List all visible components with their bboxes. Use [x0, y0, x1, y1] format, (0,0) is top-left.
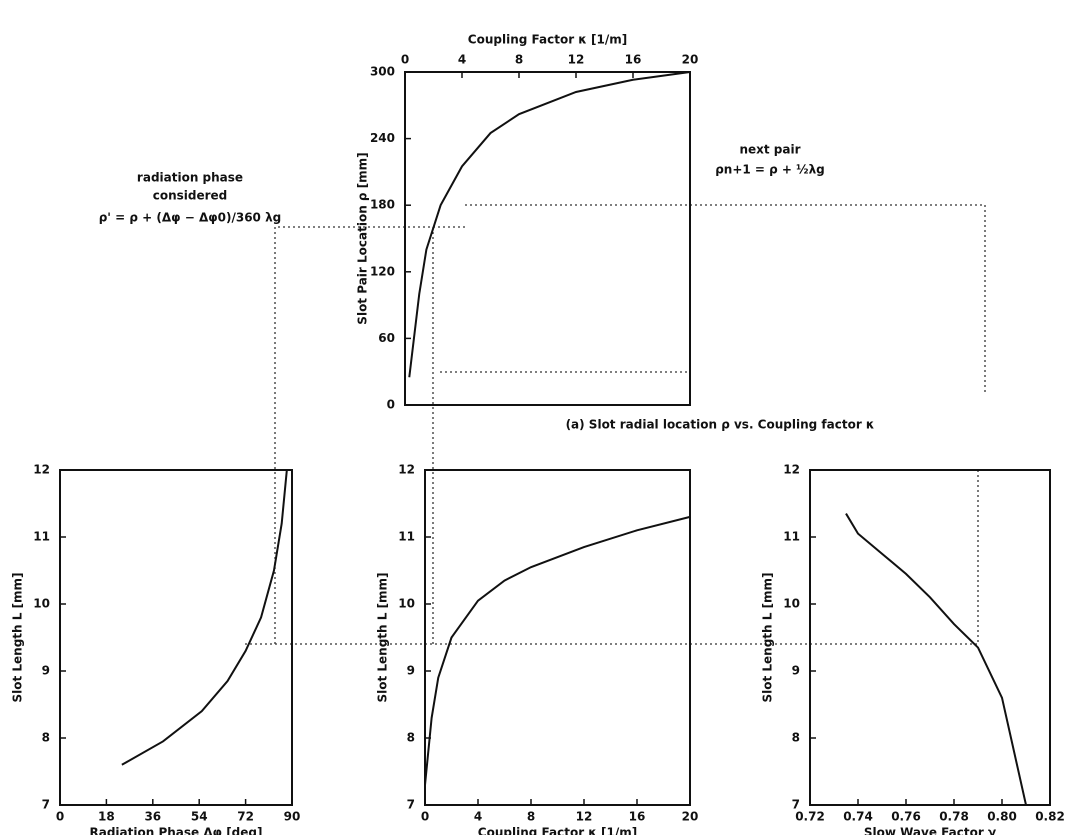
y-axis-label: Slot Length L [mm]: [376, 572, 390, 702]
plot-frame: [405, 72, 690, 405]
y-tick-label: 9: [42, 664, 50, 678]
y-axis-label: Slot Length L [mm]: [11, 572, 25, 702]
x-tick-label: 72: [237, 810, 254, 824]
x-tick-label: 8: [515, 53, 523, 67]
y-tick-label: 12: [398, 463, 415, 477]
y-tick-label: 9: [792, 664, 800, 678]
x-tick-label: 0: [401, 53, 409, 67]
annotation: ρn+1 = ρ + ½λg: [715, 163, 825, 177]
x-tick-label: 0.78: [939, 810, 969, 824]
x-tick-label: 16: [629, 810, 646, 824]
y-tick-label: 11: [398, 530, 415, 544]
annotation: next pair: [739, 143, 800, 157]
y-tick-label: 8: [407, 731, 415, 745]
x-axis-label: Coupling Factor κ [1/m]: [478, 826, 637, 835]
y-tick-label: 12: [33, 463, 50, 477]
x-tick-label: 4: [458, 53, 466, 67]
y-axis-label: Slot Pair Location ρ [mm]: [356, 152, 370, 324]
x-axis-label: Coupling Factor κ [1/m]: [468, 33, 627, 47]
x-tick-label: 0: [56, 810, 64, 824]
y-tick-label: 8: [792, 731, 800, 745]
plot-frame: [425, 470, 690, 805]
y-tick-label: 10: [33, 597, 50, 611]
y-tick-label: 11: [783, 530, 800, 544]
y-tick-label: 10: [398, 597, 415, 611]
x-tick-label: 0.74: [843, 810, 873, 824]
x-axis-label: Slow Wave Factor γ: [864, 826, 996, 835]
x-tick-label: 90: [284, 810, 301, 824]
y-tick-label: 240: [370, 131, 395, 145]
y-tick-label: 11: [33, 530, 50, 544]
y-tick-label: 9: [407, 664, 415, 678]
x-tick-label: 12: [576, 810, 593, 824]
y-tick-label: 300: [370, 65, 395, 79]
x-axis-label: Radiation Phase Δφ [deg]: [90, 826, 263, 835]
y-tick-label: 7: [42, 798, 50, 812]
annotation: ρ' = ρ + (Δφ − Δφ0)/360 λg: [99, 211, 282, 225]
y-tick-label: 8: [42, 731, 50, 745]
x-tick-label: 0.82: [1035, 810, 1065, 824]
line-series: [425, 517, 690, 785]
x-tick-label: 20: [682, 53, 699, 67]
caption: (a) Slot radial location ρ vs. Coupling …: [566, 418, 875, 432]
x-tick-label: 16: [625, 53, 642, 67]
x-tick-label: 0.72: [795, 810, 825, 824]
x-tick-label: 54: [191, 810, 208, 824]
x-tick-label: 12: [568, 53, 585, 67]
y-tick-label: 10: [783, 597, 800, 611]
y-tick-label: 0: [387, 398, 395, 412]
x-tick-label: 4: [474, 810, 482, 824]
y-tick-label: 120: [370, 264, 395, 278]
x-tick-label: 0: [421, 810, 429, 824]
plot-frame: [60, 470, 292, 805]
annotation: radiation phase: [137, 171, 243, 185]
y-tick-label: 7: [792, 798, 800, 812]
y-axis-label: Slot Length L [mm]: [761, 572, 775, 702]
y-tick-label: 60: [378, 331, 395, 345]
x-tick-label: 0.76: [891, 810, 921, 824]
annotation: considered: [153, 189, 228, 203]
x-tick-label: 8: [527, 810, 535, 824]
y-tick-label: 7: [407, 798, 415, 812]
line-series: [122, 470, 287, 765]
guide-line: [465, 205, 985, 395]
y-tick-label: 180: [370, 198, 395, 212]
line-series: [409, 72, 690, 377]
x-tick-label: 0.80: [987, 810, 1017, 824]
x-tick-label: 36: [144, 810, 161, 824]
x-tick-label: 18: [98, 810, 115, 824]
line-series: [846, 514, 1026, 805]
figure: 048121620060120180240300Coupling Factor …: [0, 0, 1085, 835]
guide-line: [275, 227, 465, 644]
x-tick-label: 20: [682, 810, 699, 824]
y-tick-label: 12: [783, 463, 800, 477]
